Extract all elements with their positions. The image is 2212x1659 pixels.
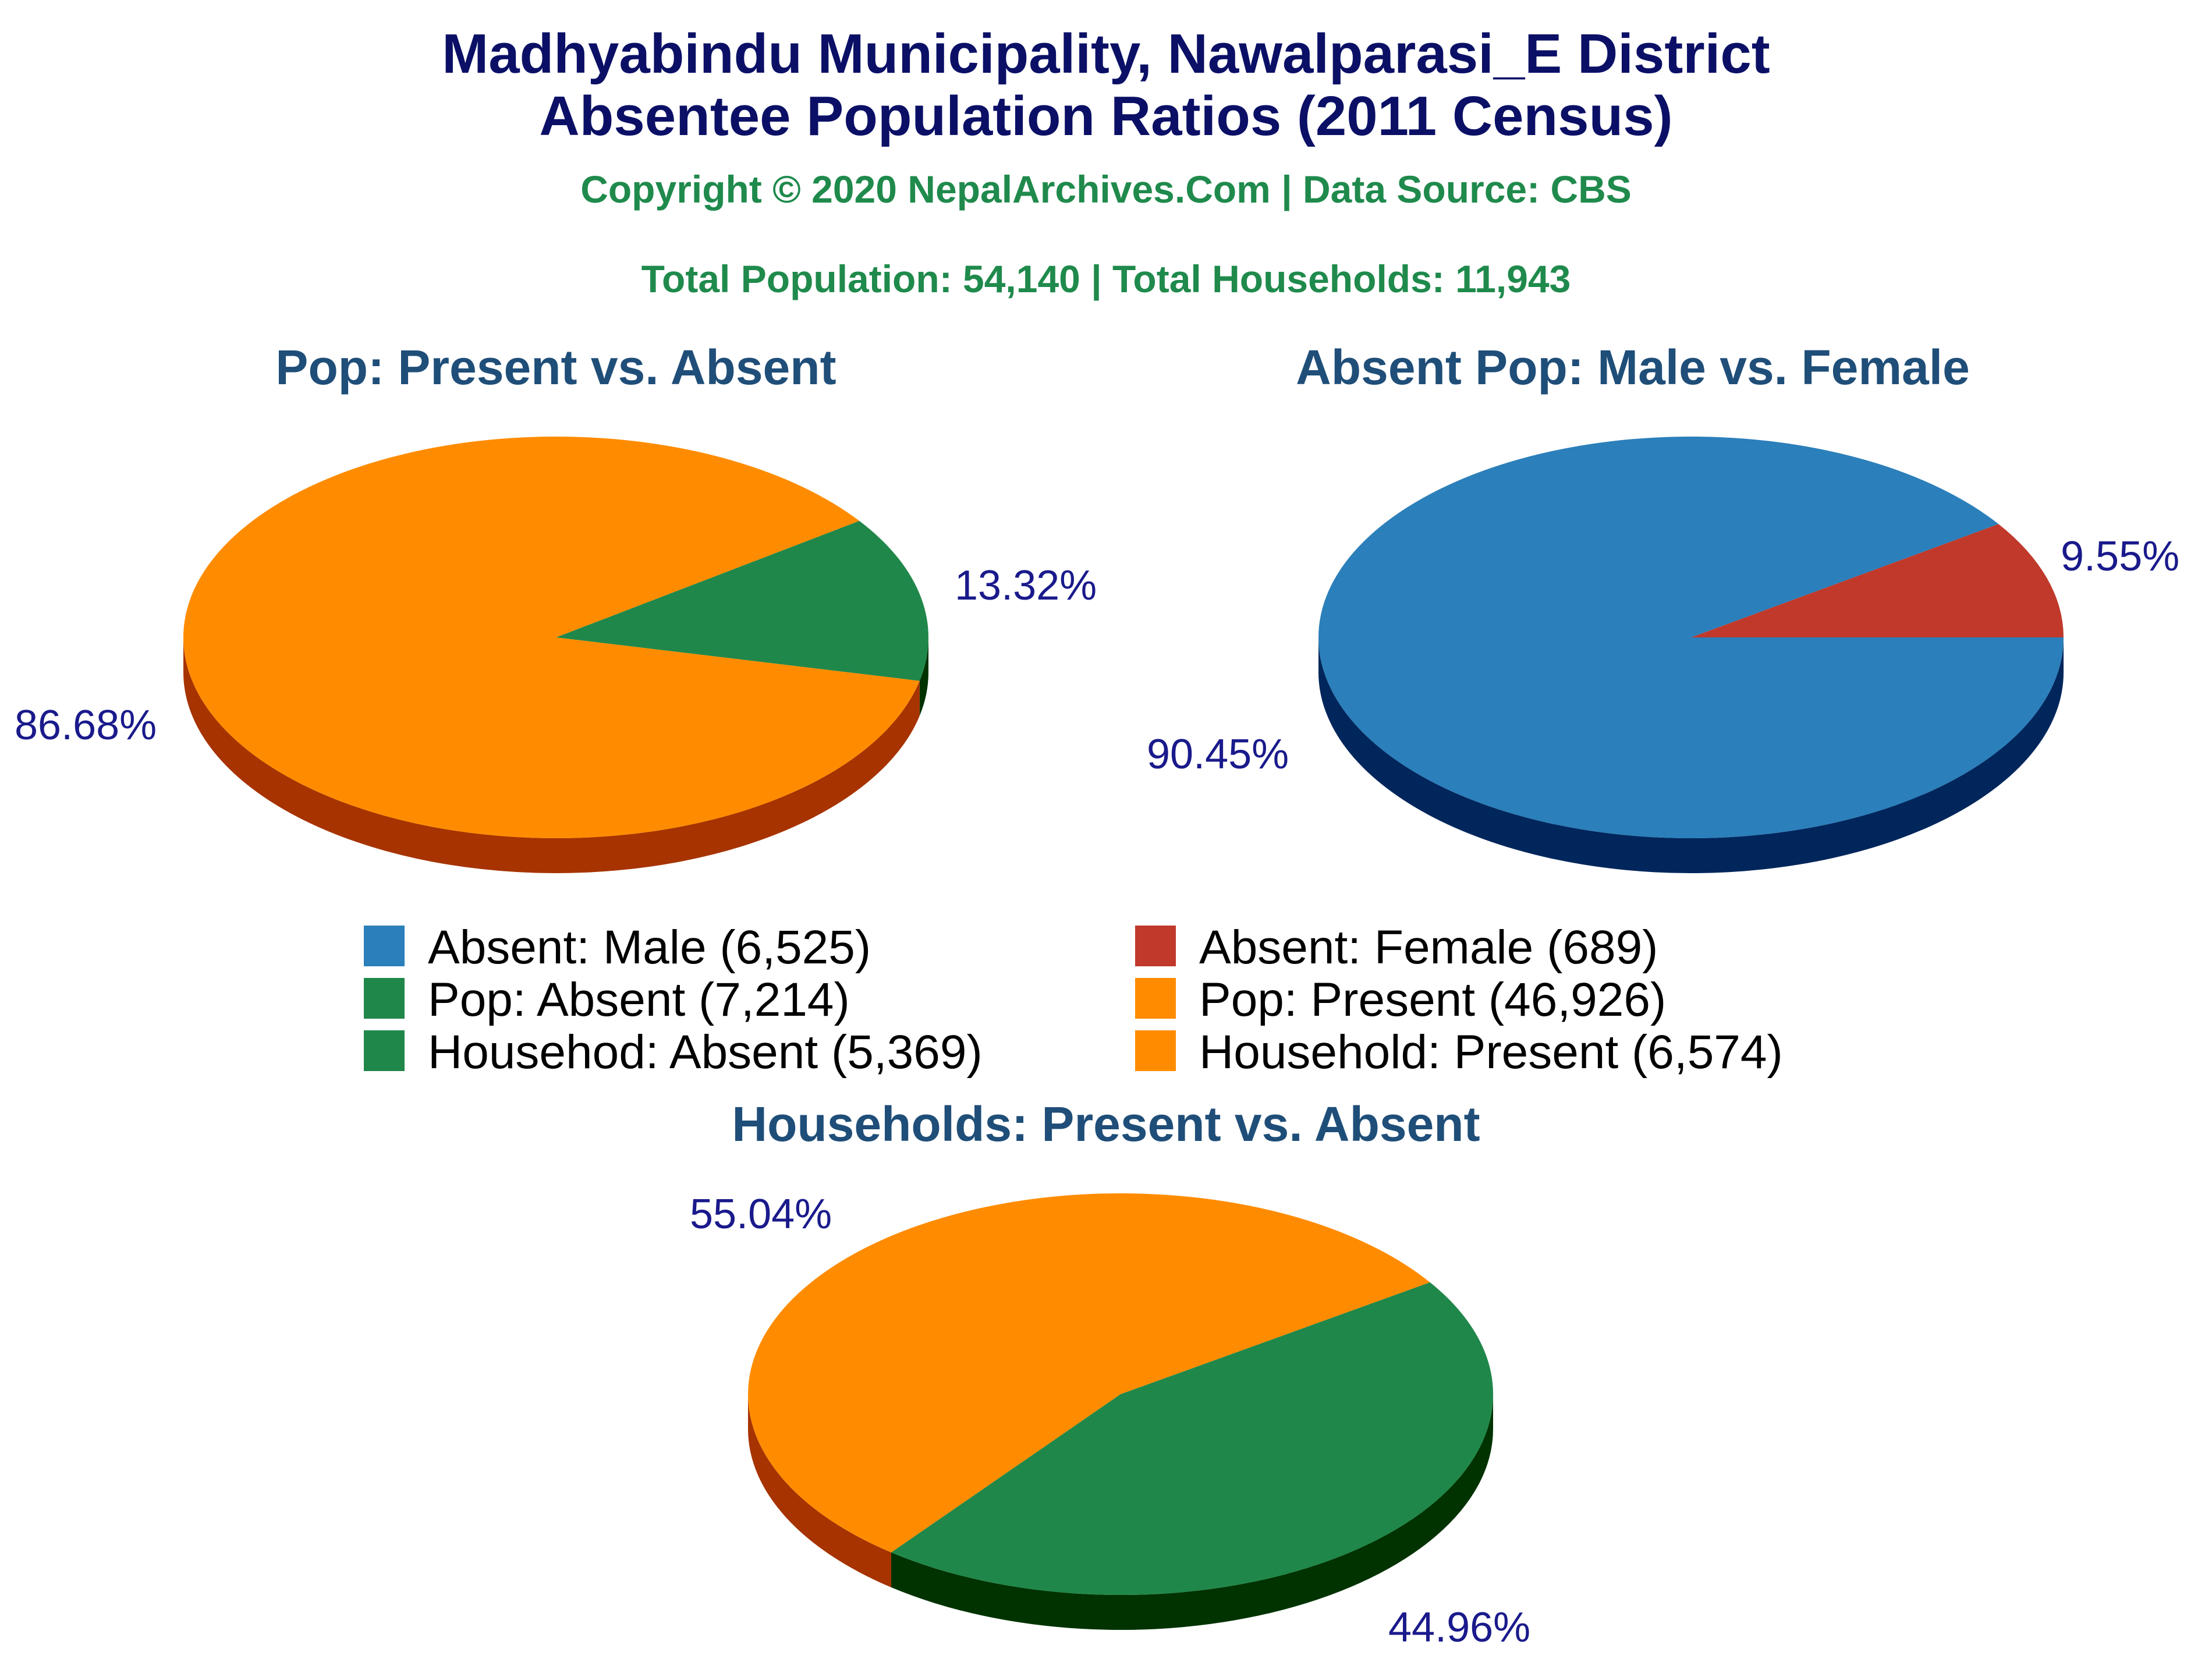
pie-slice-absent-male bbox=[1318, 437, 2064, 839]
pie-label-household-absent: 44.96% bbox=[1388, 1604, 1530, 1651]
pie-absent-body bbox=[1318, 437, 2064, 873]
pie-slice-household-absent bbox=[891, 1282, 1494, 1596]
pie-title-absent: Absent Pop: Male vs. Female bbox=[1296, 340, 1970, 395]
legend-swatch-absent-female bbox=[1135, 926, 1176, 966]
pie-households-body bbox=[747, 1193, 1494, 1630]
legend-label-absent-female: Absent: Female (689) bbox=[1199, 921, 1658, 974]
chart-title-line1: Madhyabindu Municipality, Nawalparasi_E … bbox=[442, 23, 1770, 85]
pie-title-pop: Pop: Present vs. Absent bbox=[275, 340, 836, 395]
pie-slice-household-present bbox=[748, 1193, 1430, 1552]
pie-label-absent-female: 9.55% bbox=[2061, 533, 2179, 580]
legend-swatch-household-present bbox=[1135, 1030, 1176, 1071]
pie-households-present-absent: Households: Present vs. Absent 55.04% 44… bbox=[690, 1097, 1530, 1651]
pie-slice-household-absent-side bbox=[891, 1394, 1493, 1630]
legend-swatch-pop-absent bbox=[364, 978, 405, 1019]
pie-label-absent-male: 90.45% bbox=[1147, 731, 1289, 778]
totals-text: Total Population: 54,140 | Total Househo… bbox=[641, 257, 1571, 302]
pie-absent-male-female: Absent Pop: Male vs. Female 9.55% 90.45% bbox=[1147, 340, 2179, 873]
pie-slice-household-present-side bbox=[747, 1394, 891, 1587]
pie-slice-absent-male-side bbox=[1318, 637, 2064, 873]
copyright-text: Copyright © 2020 NepalArchives.Com | Dat… bbox=[580, 168, 1632, 212]
legend-label-pop-present: Pop: Present (46,926) bbox=[1199, 973, 1666, 1026]
legend: Absent: Male (6,525) Absent: Female (689… bbox=[364, 921, 1783, 1079]
legend-swatch-pop-present bbox=[1135, 978, 1176, 1019]
pie-pop-body bbox=[183, 437, 928, 873]
pie-slice-pop-absent bbox=[556, 520, 928, 681]
pie-label-pop-absent: 13.32% bbox=[955, 562, 1097, 609]
pie-title-households: Households: Present vs. Absent bbox=[732, 1097, 1480, 1151]
pie-label-household-present: 55.04% bbox=[690, 1191, 832, 1238]
pie-slice-absent-female bbox=[1691, 524, 2064, 637]
pie-slice-pop-present-side bbox=[183, 637, 920, 873]
legend-swatch-absent-male bbox=[364, 926, 405, 966]
legend-label-household-absent: Househod: Absent (5,369) bbox=[428, 1026, 983, 1079]
chart-title-line2: Absentee Population Ratios (2011 Census) bbox=[539, 85, 1672, 147]
legend-label-pop-absent: Pop: Absent (7,214) bbox=[428, 973, 850, 1026]
pie-label-pop-present: 86.68% bbox=[15, 702, 157, 749]
legend-label-household-present: Household: Present (6,574) bbox=[1199, 1026, 1783, 1079]
pie-slice-pop-present bbox=[183, 437, 920, 839]
legend-swatch-household-absent bbox=[364, 1030, 405, 1071]
pie-slice-pop-absent-side bbox=[919, 637, 928, 716]
pie-pop-present-absent: Pop: Present vs. Absent 13.32% 86.68% bbox=[15, 340, 1097, 873]
legend-label-absent-male: Absent: Male (6,525) bbox=[428, 921, 871, 974]
